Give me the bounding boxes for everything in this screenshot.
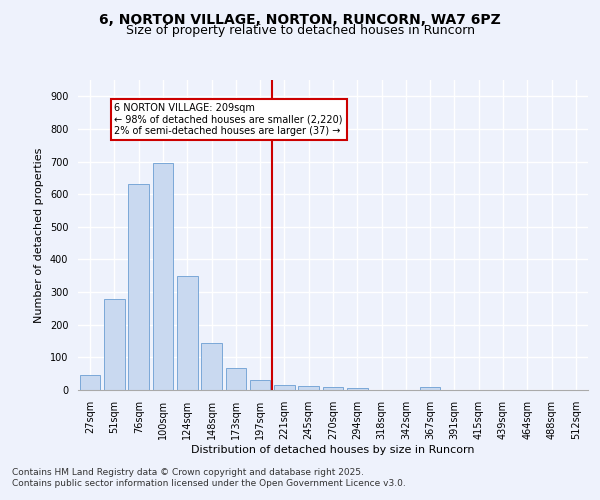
Bar — [347, 388, 368, 390]
Bar — [80, 376, 100, 390]
Y-axis label: Number of detached properties: Number of detached properties — [34, 148, 44, 322]
Bar — [298, 386, 319, 390]
Bar — [152, 163, 173, 390]
Bar — [420, 388, 440, 390]
Bar — [250, 380, 271, 390]
Bar — [274, 385, 295, 390]
X-axis label: Distribution of detached houses by size in Runcorn: Distribution of detached houses by size … — [191, 444, 475, 454]
Text: Size of property relative to detached houses in Runcorn: Size of property relative to detached ho… — [125, 24, 475, 37]
Bar — [323, 386, 343, 390]
Bar — [177, 276, 197, 390]
Bar — [128, 184, 149, 390]
Bar — [226, 368, 246, 390]
Text: 6, NORTON VILLAGE, NORTON, RUNCORN, WA7 6PZ: 6, NORTON VILLAGE, NORTON, RUNCORN, WA7 … — [99, 12, 501, 26]
Text: Contains HM Land Registry data © Crown copyright and database right 2025.
Contai: Contains HM Land Registry data © Crown c… — [12, 468, 406, 487]
Bar — [201, 342, 222, 390]
Bar — [104, 298, 125, 390]
Text: 6 NORTON VILLAGE: 209sqm
← 98% of detached houses are smaller (2,220)
2% of semi: 6 NORTON VILLAGE: 209sqm ← 98% of detach… — [115, 103, 343, 136]
